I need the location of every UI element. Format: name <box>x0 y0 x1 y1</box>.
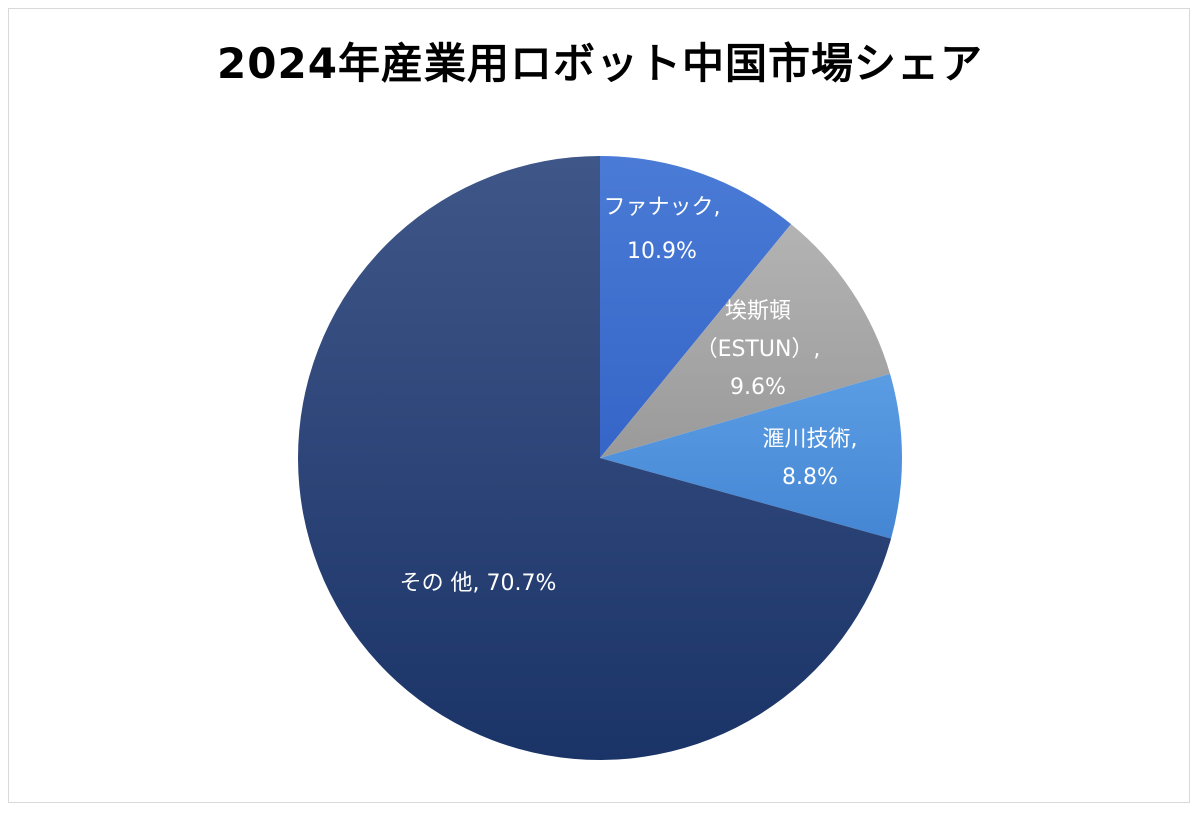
slice-label-fanuc: ファナック, 10.9% <box>604 195 721 264</box>
chart-title: 2024年産業用ロボット中国市場シェア <box>217 39 983 88</box>
slice-label-line: 10.9% <box>627 239 697 264</box>
slice-label-line: 埃斯頓 <box>725 299 791 324</box>
slice-label-estun: 埃斯頓 （ESTUN）, 9.6% <box>696 299 821 400</box>
pie-slice-other <box>298 155 892 760</box>
slice-label-line: その 他, 70.7% <box>400 571 557 596</box>
slice-label-inovance: 滙川技術, 8.8% <box>763 427 858 490</box>
slice-label-line: 滙川技術, <box>763 427 858 452</box>
slice-label-other: その 他, 70.7% <box>400 571 557 596</box>
pie-slice-inovance <box>600 373 902 539</box>
pie-slice-estun <box>600 224 891 458</box>
slice-label-line: 8.8% <box>782 465 838 490</box>
slice-label-line: （ESTUN）, <box>696 337 821 362</box>
slice-label-line: 9.6% <box>730 375 786 400</box>
pie-slice-fanuc <box>600 156 792 458</box>
slice-label-line: ファナック, <box>604 195 721 220</box>
